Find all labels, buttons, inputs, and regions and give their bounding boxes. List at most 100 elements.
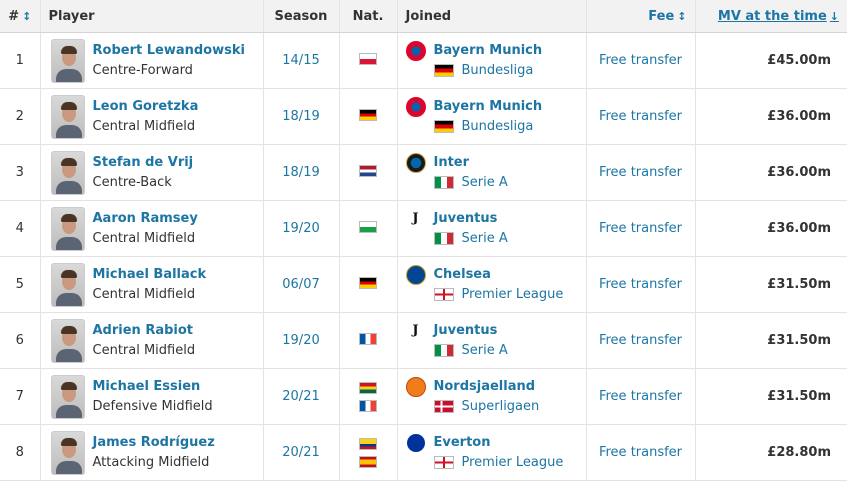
fee-link[interactable]: Free transfer [586,144,696,201]
sort-icon[interactable]: ↕ [22,9,32,23]
player-photo[interactable] [50,318,85,363]
league-name-link[interactable]: Superligaen [461,398,540,414]
club-name-link[interactable]: Juventus [433,210,498,226]
league-name-link[interactable]: Serie A [461,230,508,246]
fee-link[interactable]: Free transfer [586,32,696,89]
player-text: Leon Goretzka Central Midfield [93,97,199,137]
club-name-link[interactable]: Juventus [433,322,498,338]
season-link[interactable]: 20/21 [263,368,340,425]
table-row: 7 Michael Essien Defensive Midfield 20/21 No… [0,368,847,425]
juventus-crest-icon[interactable]: J [405,208,426,229]
header-fee-label[interactable]: Fee [648,8,675,24]
player-photo[interactable] [50,94,85,139]
player-info: Michael Essien Defensive Midfield [50,374,263,419]
player-photo[interactable] [50,206,85,251]
netherlands-flag-icon [359,164,377,177]
header-market-value[interactable]: MV at the time ↓ [695,0,847,33]
player-text: Robert Lewandowski Centre-Forward [93,41,245,81]
table-row: 8 James Rodríguez Attacking Midfield 20/21 E… [0,424,847,481]
chelsea-crest-icon[interactable] [405,264,426,285]
everton-crest-icon[interactable] [405,432,426,453]
club-row: J Juventus [405,208,508,229]
fee-link[interactable]: Free transfer [586,88,696,145]
player-name-link[interactable]: Aaron Ramsey [92,210,198,226]
player-cell: Leon Goretzka Central Midfield [40,88,264,145]
player-photo[interactable] [50,430,85,475]
player-cell: Michael Essien Defensive Midfield [40,368,264,425]
season-link[interactable]: 18/19 [263,144,340,201]
league-name-link[interactable]: Bundesliga [461,118,534,134]
joined-text: J Juventus Serie A [405,208,508,249]
player-name-link[interactable]: Robert Lewandowski [92,42,245,58]
league-name-link[interactable]: Serie A [461,174,508,190]
nationality-flags [359,164,377,177]
player-photo[interactable] [50,150,85,195]
fee-link[interactable]: Free transfer [586,368,696,425]
player-photo[interactable] [50,38,85,83]
joined-cell: Inter Serie A [397,144,587,201]
header-rank[interactable]: # ↕ [0,0,41,33]
colombia-flag-icon [359,437,377,450]
player-cell: Michael Ballack Central Midfield [40,256,264,313]
club-name-link[interactable]: Bayern Munich [433,98,543,114]
club-name-link[interactable]: Bayern Munich [433,42,543,58]
header-mv-label[interactable]: MV at the time [717,8,827,24]
season-link[interactable]: 14/15 [263,32,340,89]
market-value: £31.50m [695,368,847,425]
photo-body-shape [55,348,82,362]
season-link[interactable]: 19/20 [263,312,340,369]
rank-cell: 5 [0,256,41,313]
league-name-link[interactable]: Serie A [461,342,508,358]
player-name-link[interactable]: Adrien Rabiot [92,322,194,338]
player-info: Adrien Rabiot Central Midfield [50,318,263,363]
fee-link[interactable]: Free transfer [586,424,696,481]
bayern-crest-icon[interactable] [405,96,426,117]
photo-body-shape [55,404,82,418]
joined-text: Chelsea Premier League [405,264,564,305]
nordsjaelland-crest-icon[interactable] [405,376,426,397]
season-link[interactable]: 18/19 [263,88,340,145]
nationality-flags [359,332,377,345]
player-name-link[interactable]: Stefan de Vrij [92,154,194,170]
club-row: Bayern Munich [405,96,543,117]
league-name-link[interactable]: Premier League [461,286,564,302]
fee-link[interactable]: Free transfer [586,312,696,369]
player-name-link[interactable]: Leon Goretzka [92,98,199,114]
nationality-cell [339,256,398,313]
player-name-link[interactable]: James Rodríguez [92,434,215,450]
player-cell: Robert Lewandowski Centre-Forward [40,32,264,89]
club-name-link[interactable]: Everton [433,434,491,450]
rank-cell: 4 [0,200,41,257]
player-cell: Stefan de Vrij Centre-Back [40,144,264,201]
season-link[interactable]: 19/20 [263,200,340,257]
fee-link[interactable]: Free transfer [586,256,696,313]
sort-desc-icon[interactable]: ↓ [829,9,839,23]
season-link[interactable]: 06/07 [263,256,340,313]
photo-body-shape [55,180,82,194]
italy-league-flag-icon [433,344,454,357]
club-name-link[interactable]: Chelsea [433,266,491,282]
fee-link[interactable]: Free transfer [586,200,696,257]
sort-icon[interactable]: ↕ [677,9,687,23]
nationality-flags [359,52,377,65]
header-fee[interactable]: Fee ↕ [586,0,696,33]
rank-cell: 1 [0,32,41,89]
bayern-crest-icon[interactable] [405,40,426,61]
player-name-link[interactable]: Michael Essien [92,378,201,394]
juventus-crest-icon[interactable]: J [405,320,426,341]
league-name-link[interactable]: Bundesliga [461,62,534,78]
season-link[interactable]: 20/21 [263,424,340,481]
inter-crest-icon[interactable] [405,152,426,173]
joined-cell: J Juventus Serie A [397,200,587,257]
player-photo[interactable] [50,262,85,307]
club-name-link[interactable]: Nordsjaelland [433,378,536,394]
club-name-link[interactable]: Inter [433,154,470,170]
nationality-cell [339,88,398,145]
player-info: Leon Goretzka Central Midfield [50,94,263,139]
header-joined: Joined [397,0,587,33]
player-name-link[interactable]: Michael Ballack [92,266,207,282]
nationality-cell [339,312,398,369]
market-value: £36.00m [695,200,847,257]
player-photo[interactable] [50,374,85,419]
league-name-link[interactable]: Premier League [461,454,564,470]
